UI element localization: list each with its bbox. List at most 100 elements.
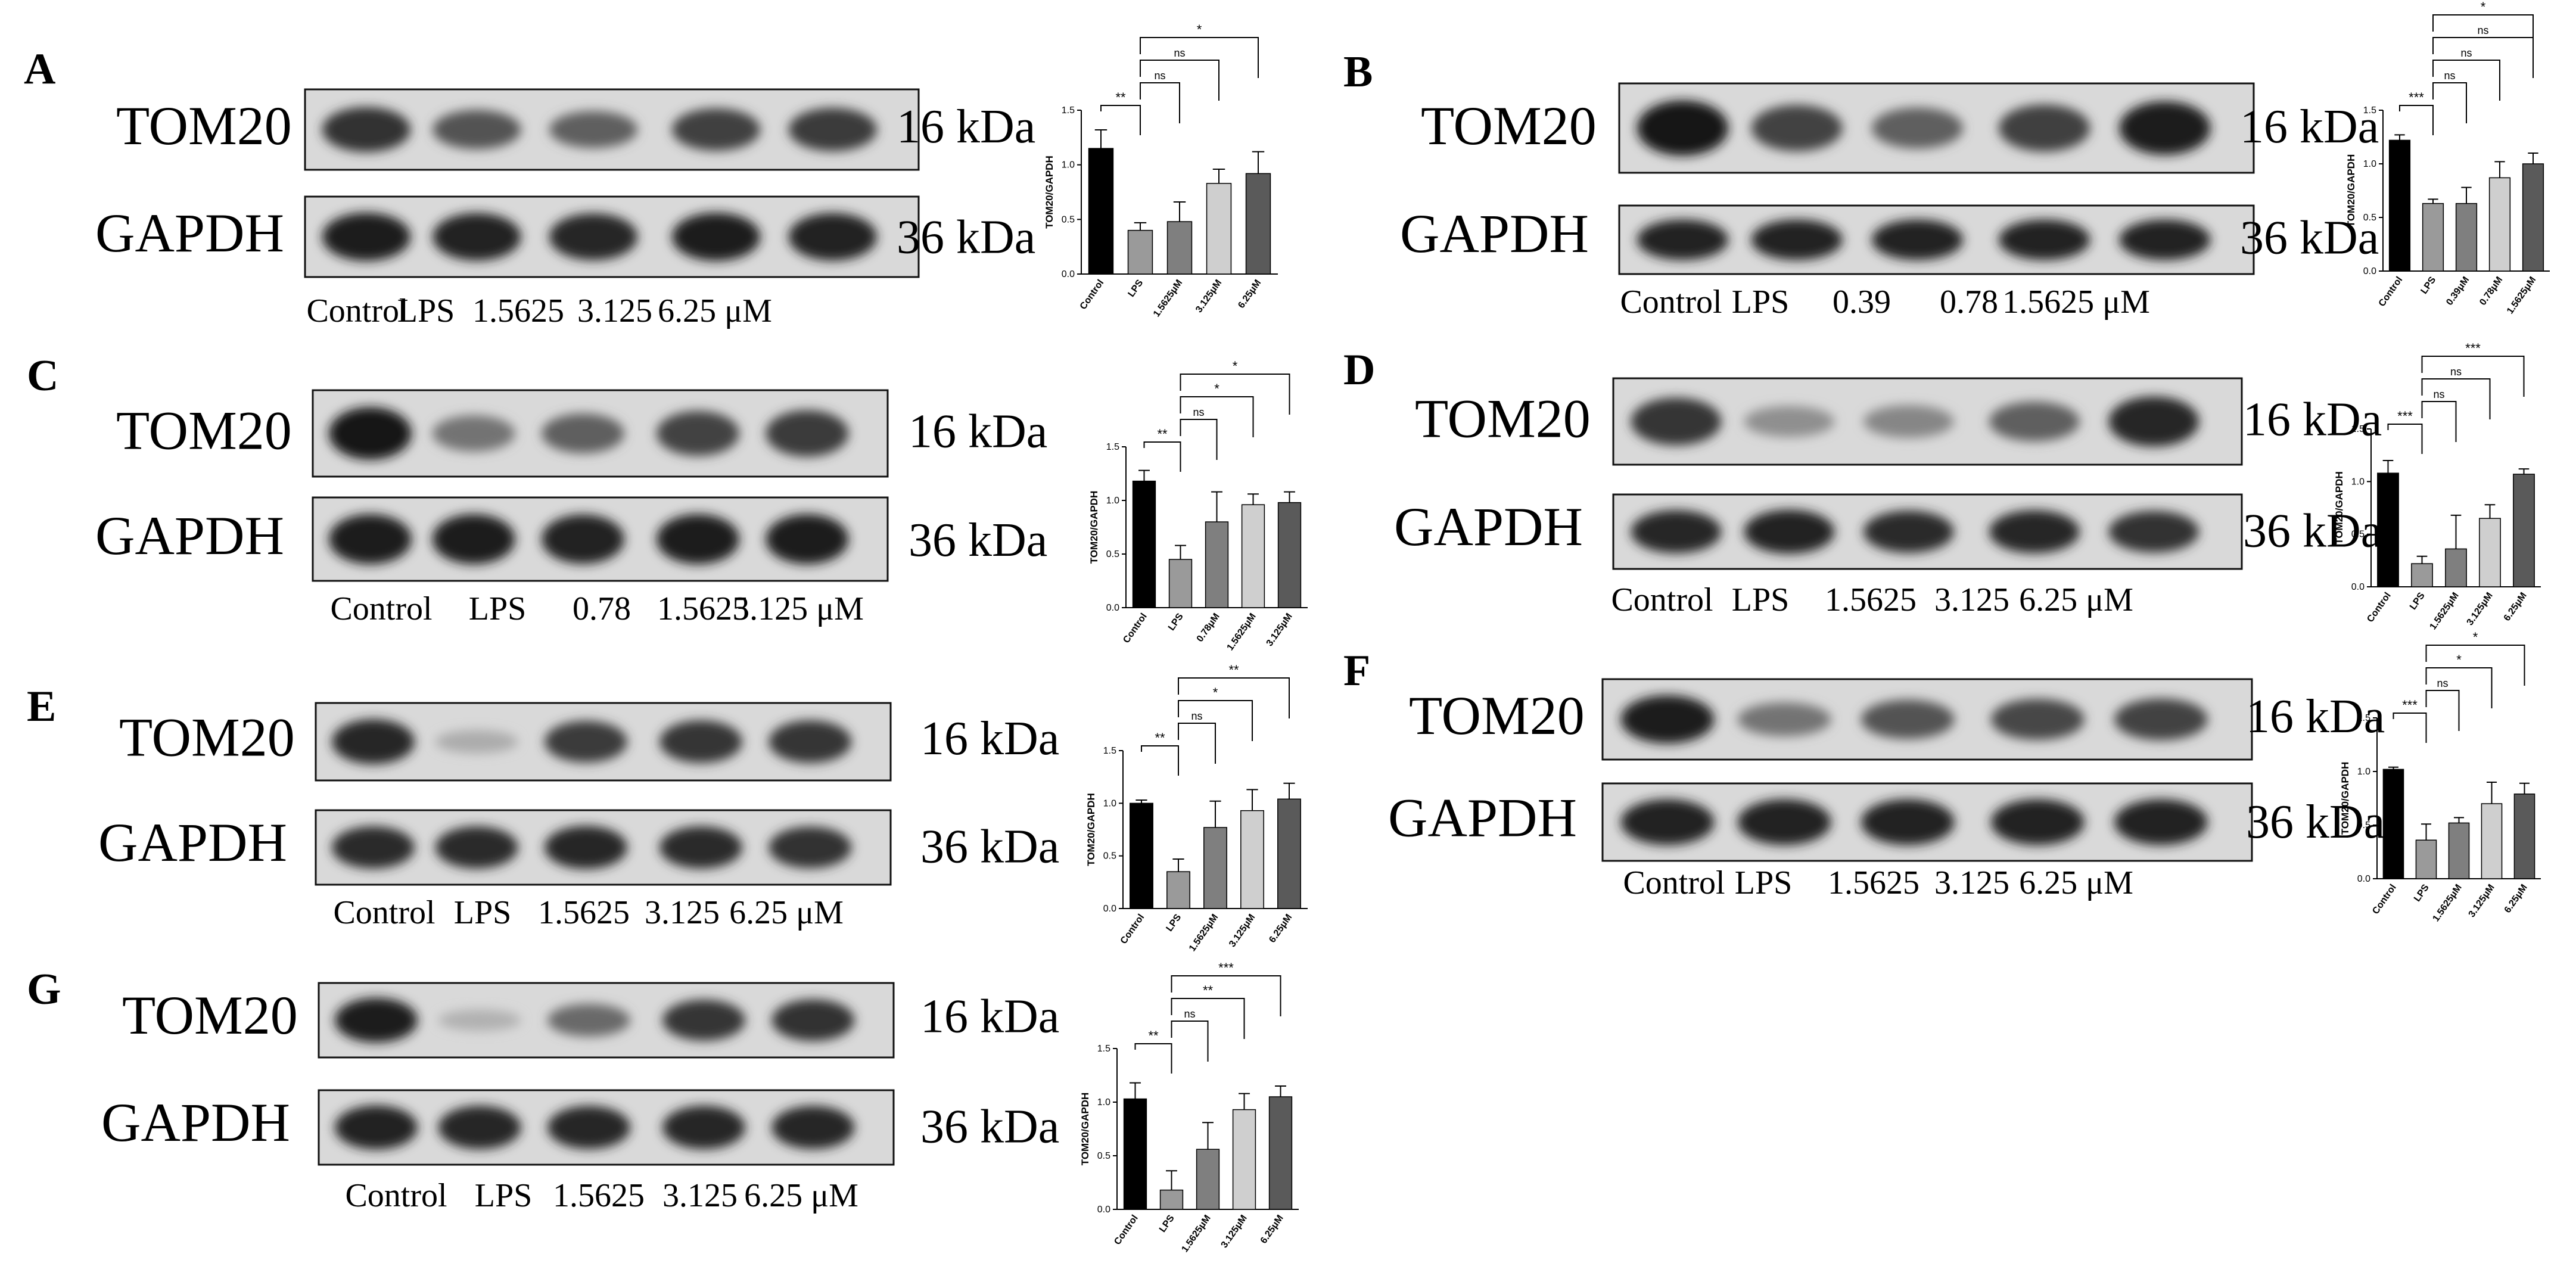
band-gapdh-3 [542,514,625,564]
lane-label: 1.5625 μM [2002,284,2150,321]
lane-label: 6.25 μM [658,293,772,329]
significance-bracket [1171,998,1245,1039]
y-tick-label: 1.5 [1097,1044,1110,1054]
band-tom20-5 [2108,396,2199,447]
significance-bracket [2421,356,2525,397]
kda-label-tom20: 16 kDa [920,991,1059,1043]
row-label-gapdh: GAPDH [95,203,284,263]
bar [2481,803,2503,879]
row-label-tom20: TOM20 [122,985,298,1046]
panel-letter: F [1343,646,1370,695]
kda-label-gapdh: 36 kDa [2246,796,2385,848]
band-tom20-5 [766,410,849,457]
band-gapdh-4 [671,213,761,261]
significance-bracket [2432,37,2534,78]
significance-bracket [1141,745,1179,776]
band-gapdh-2 [433,213,521,261]
band-tom20-4 [662,1000,746,1041]
significance-bracket [1143,441,1181,472]
bar [2479,518,2501,587]
y-tick-label: 1.5 [2351,424,2365,434]
kda-label-gapdh: 36 kDa [2243,505,2382,558]
band-gapdh-1 [332,826,415,869]
y-tick-label: 0.0 [1106,603,1119,613]
significance-label: ns [1191,710,1202,722]
lane-label: LPS [1732,581,1790,618]
y-tick-label: 0.0 [2351,582,2365,592]
kda-label-gapdh: 36 kDa [920,821,1059,873]
y-tick-label: 0.5 [2363,213,2376,223]
band-tom20-2 [438,1009,521,1031]
significance-label: ** [1203,983,1214,998]
kda-label-tom20: 16 kDa [2243,394,2382,446]
significance-bracket [1134,1043,1172,1074]
panel-letter: E [27,682,56,731]
bar [1132,480,1156,608]
significance-label: *** [2409,90,2424,105]
bar [2388,139,2411,272]
panel-g: G TOM20 GAPDH 16 kDa 36 kDa Control LPS 1.5625 3… [27,960,1299,1254]
bar [1232,1109,1256,1210]
lane-label: 0.39 [1833,284,1891,321]
significance-label: *** [1218,960,1234,975]
kda-label-tom20: 16 kDa [897,101,1035,153]
bar [1159,1189,1184,1210]
y-tick-label: 1.5 [1106,442,1119,452]
row-label-tom20: TOM20 [116,95,292,156]
panel-c: C TOM20 GAPDH 16 kDa 36 kDa Control LPS 0.78 1.5… [27,351,1308,652]
y-tick-label: 0.5 [1062,214,1075,225]
band-gapdh-5 [788,213,877,261]
band-gapdh-2 [1744,509,1835,554]
lane-label: 6.25 μM [2019,581,2133,618]
y-tick-label: 0.5 [1106,549,1119,559]
bar [2422,203,2444,272]
lane-label: 0.78 [573,590,631,627]
significance-bracket [1100,105,1141,135]
significance-bracket [1171,1021,1209,1062]
band-gapdh-2 [432,514,515,564]
band-gapdh-2 [1751,219,1843,260]
significance-label: ** [1148,1028,1159,1043]
band-tom20-4 [659,720,743,763]
band-gapdh-3 [549,213,638,260]
band-gapdh-1 [335,1105,418,1150]
band-gapdh-4 [1990,799,2085,845]
significance-label: * [1213,685,1218,700]
bar [1205,521,1229,608]
band-tom20-4 [1989,402,2080,441]
significance-label: ns [1184,1008,1195,1020]
bar [2377,472,2399,587]
row-label-tom20: TOM20 [1415,388,1591,449]
bar [1245,173,1271,275]
significance-bracket [2421,401,2457,442]
band-gapdh-4 [1998,219,2090,260]
significance-label: *** [2397,409,2413,424]
y-tick-label: 1.0 [1062,160,1075,170]
band-tom20-3 [1871,107,1964,149]
bar [1196,1149,1220,1210]
y-tick-label: 0.5 [2357,820,2370,830]
band-gapdh-5 [2114,799,2208,845]
lane-label: 3.125 μM [733,590,864,627]
significance-label: ns [1154,70,1165,82]
kda-label-tom20: 16 kDa [920,713,1059,765]
y-axis-label: TOM20/GAPDH [2345,154,2357,228]
lane-label: LPS [1735,864,1793,901]
significance-bracket [1171,975,1281,1016]
significance-label: ns [2444,70,2455,82]
significance-bracket [2421,378,2491,419]
lane-label: 6.25 μM [744,1177,858,1214]
significance-bracket [1180,396,1254,437]
lane-label: 3.125 [1934,581,2009,618]
bar [2513,794,2535,879]
significance-label: ns [2460,47,2472,59]
bar [1130,802,1153,909]
row-label-gapdh: GAPDH [98,812,287,873]
band-gapdh-5 [769,826,852,869]
bar [2382,769,2404,879]
bar [2415,839,2437,879]
band-gapdh-1 [1631,510,1722,553]
band-tom20-2 [432,415,515,452]
band-tom20-3 [542,413,625,453]
band-gapdh-5 [2108,511,2199,553]
